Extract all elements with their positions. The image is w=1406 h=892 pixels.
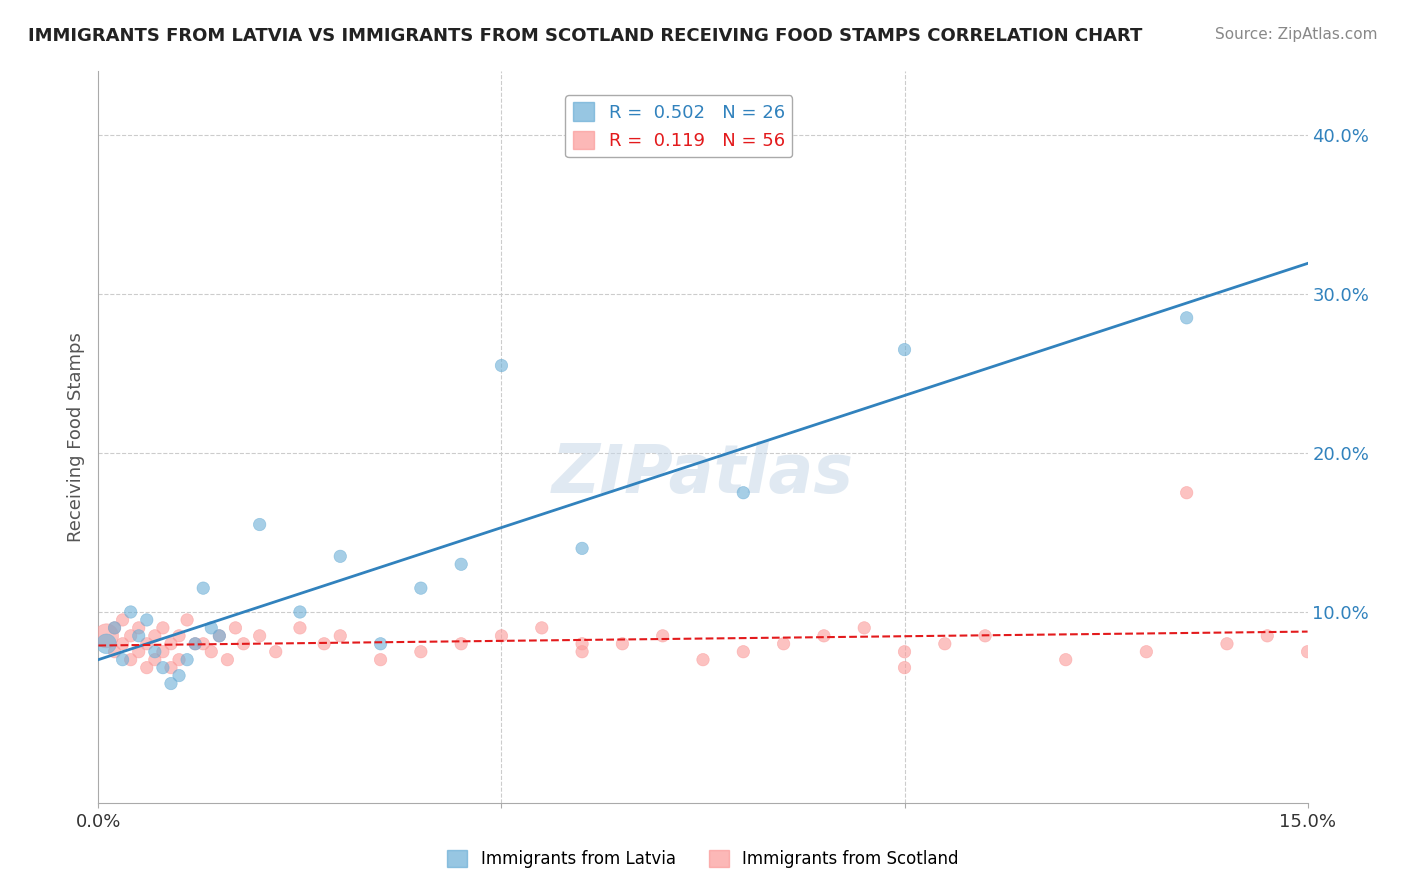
Point: [409, 645, 432, 659]
Point: [571, 645, 593, 659]
Y-axis label: Receiving Food Stamps: Receiving Food Stamps: [66, 332, 84, 542]
Point: [152, 660, 174, 674]
Point: [143, 645, 166, 659]
Point: [612, 637, 634, 651]
Point: [409, 581, 432, 595]
Point: [176, 653, 198, 667]
Point: [264, 645, 287, 659]
Point: [450, 558, 472, 572]
Point: [160, 637, 183, 651]
Point: [314, 637, 336, 651]
Point: [813, 629, 835, 643]
Point: [772, 637, 794, 651]
Point: [96, 637, 118, 651]
Point: [288, 605, 311, 619]
Point: [193, 581, 215, 595]
Point: [135, 613, 157, 627]
Point: [1135, 645, 1157, 659]
Point: [135, 660, 157, 674]
Point: [232, 637, 254, 651]
Point: [135, 637, 157, 651]
Point: [249, 629, 271, 643]
Point: [571, 637, 593, 651]
Point: [152, 645, 174, 659]
Point: [651, 629, 673, 643]
Point: [128, 621, 150, 635]
Point: [167, 668, 190, 682]
Point: [167, 629, 190, 643]
Point: [370, 653, 392, 667]
Point: [111, 637, 134, 651]
Point: [1054, 653, 1077, 667]
Point: [120, 629, 142, 643]
Point: [974, 629, 997, 643]
Point: [571, 541, 593, 556]
Point: [200, 645, 222, 659]
Point: [370, 637, 392, 651]
Point: [217, 653, 239, 667]
Point: [329, 549, 352, 564]
Point: [224, 621, 246, 635]
Point: [1216, 637, 1239, 651]
Point: [152, 621, 174, 635]
Text: IMMIGRANTS FROM LATVIA VS IMMIGRANTS FROM SCOTLAND RECEIVING FOOD STAMPS CORRELA: IMMIGRANTS FROM LATVIA VS IMMIGRANTS FRO…: [28, 27, 1143, 45]
Point: [184, 637, 207, 651]
Point: [288, 621, 311, 635]
Point: [128, 645, 150, 659]
Point: [934, 637, 956, 651]
Point: [103, 621, 125, 635]
Legend: R =  0.502   N = 26, R =  0.119   N = 56: R = 0.502 N = 26, R = 0.119 N = 56: [565, 95, 792, 157]
Point: [160, 676, 183, 690]
Point: [491, 359, 513, 373]
Point: [733, 645, 755, 659]
Point: [96, 629, 118, 643]
Text: Source: ZipAtlas.com: Source: ZipAtlas.com: [1215, 27, 1378, 42]
Point: [120, 653, 142, 667]
Point: [103, 645, 125, 659]
Point: [329, 629, 352, 643]
Point: [111, 613, 134, 627]
Point: [853, 621, 876, 635]
Point: [120, 605, 142, 619]
Point: [249, 517, 271, 532]
Point: [208, 629, 231, 643]
Point: [128, 629, 150, 643]
Point: [200, 621, 222, 635]
Point: [208, 629, 231, 643]
Point: [167, 653, 190, 667]
Legend: Immigrants from Latvia, Immigrants from Scotland: Immigrants from Latvia, Immigrants from …: [440, 843, 966, 875]
Point: [160, 660, 183, 674]
Point: [530, 621, 553, 635]
Point: [450, 637, 472, 651]
Point: [1175, 485, 1198, 500]
Point: [1296, 645, 1319, 659]
Point: [1256, 629, 1278, 643]
Point: [184, 637, 207, 651]
Point: [893, 343, 915, 357]
Point: [692, 653, 714, 667]
Point: [893, 645, 915, 659]
Point: [143, 653, 166, 667]
Point: [1175, 310, 1198, 325]
Text: ZIPatlas: ZIPatlas: [553, 441, 853, 507]
Point: [176, 613, 198, 627]
Point: [491, 629, 513, 643]
Point: [193, 637, 215, 651]
Point: [893, 660, 915, 674]
Point: [733, 485, 755, 500]
Point: [103, 621, 125, 635]
Point: [143, 629, 166, 643]
Point: [111, 653, 134, 667]
